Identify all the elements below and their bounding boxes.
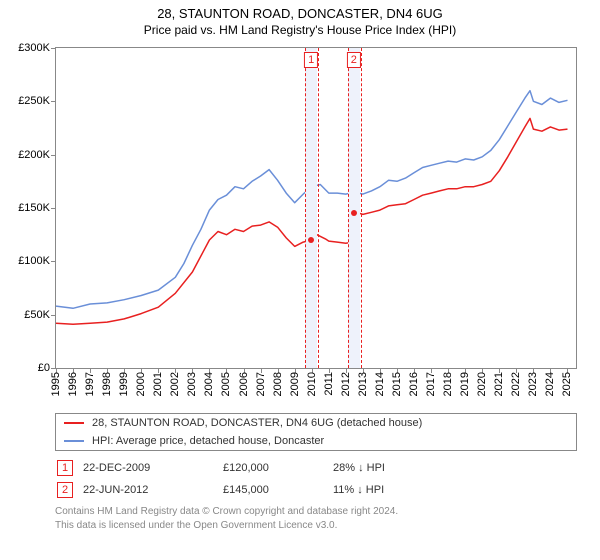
sale-price: £145,000 (223, 484, 333, 496)
sale-marker-dot (351, 210, 357, 216)
x-axis-label: 2023 (527, 372, 539, 396)
x-axis-label: 2017 (425, 372, 437, 396)
legend-label: HPI: Average price, detached house, Donc… (92, 435, 324, 447)
x-axis-label: 2001 (152, 372, 164, 396)
x-axis-label: 2000 (135, 372, 147, 396)
x-axis-label: 2007 (255, 372, 267, 396)
x-axis-label: 1997 (84, 372, 96, 396)
y-axis-label: £100K (18, 255, 50, 267)
sale-marker: 1 (57, 460, 73, 476)
x-axis-label: 1996 (67, 372, 79, 396)
x-axis-label: 2002 (169, 372, 181, 396)
y-axis-label: £250K (18, 95, 50, 107)
sales-table: 1 22-DEC-2009£120,00028% ↓ HPI 2 22-JUN-201… (55, 457, 575, 501)
x-axis-label: 2013 (357, 372, 369, 396)
x-axis-label: 2006 (238, 372, 250, 396)
footer-line-1: Contains HM Land Registry data © Crown c… (55, 505, 575, 519)
sale-band (348, 48, 360, 368)
x-axis-label: 1999 (118, 372, 130, 396)
x-axis-label: 2012 (340, 372, 352, 396)
y-axis-label: £300K (18, 42, 50, 54)
x-axis-label: 2025 (561, 372, 573, 396)
legend-item: HPI: Average price, detached house, Donc… (56, 432, 576, 450)
x-axis-label: 2004 (203, 372, 215, 396)
sale-date: 22-JUN-2012 (83, 484, 223, 496)
x-axis-label: 2019 (459, 372, 471, 396)
y-axis-label: £0 (38, 362, 50, 374)
x-axis-label: 2022 (510, 372, 522, 396)
sale-date: 22-DEC-2009 (83, 462, 223, 474)
plot-area: £0£50K£100K£150K£200K£250K£300K199519961… (55, 47, 577, 369)
chart-title: 28, STAUNTON ROAD, DONCASTER, DN4 6UG (0, 0, 600, 21)
sale-band-label: 1 (304, 52, 318, 68)
footer-note: Contains HM Land Registry data © Crown c… (55, 505, 575, 532)
legend: 28, STAUNTON ROAD, DONCASTER, DN4 6UG (d… (55, 413, 577, 451)
legend-swatch (64, 440, 84, 442)
x-axis-label: 2016 (408, 372, 420, 396)
x-axis-label: 1998 (101, 372, 113, 396)
x-axis-label: 2005 (220, 372, 232, 396)
legend-swatch (64, 422, 84, 424)
sale-band (305, 48, 317, 368)
sale-price: £120,000 (223, 462, 333, 474)
x-axis-label: 2014 (374, 372, 386, 396)
x-axis-label: 2003 (186, 372, 198, 396)
y-axis-label: £200K (18, 149, 50, 161)
x-axis-label: 2020 (476, 372, 488, 396)
sale-delta: 11% ↓ HPI (333, 484, 575, 496)
x-axis-label: 2010 (306, 372, 318, 396)
y-axis-label: £50K (24, 309, 50, 321)
legend-label: 28, STAUNTON ROAD, DONCASTER, DN4 6UG (d… (92, 417, 422, 429)
x-axis-label: 2018 (442, 372, 454, 396)
x-axis-label: 2021 (493, 372, 505, 396)
footer-line-2: This data is licensed under the Open Gov… (55, 519, 575, 533)
sale-row: 1 22-DEC-2009£120,00028% ↓ HPI (55, 457, 575, 479)
y-axis-label: £150K (18, 202, 50, 214)
x-axis-label: 2024 (544, 372, 556, 396)
sale-marker-dot (308, 237, 314, 243)
x-axis-label: 2009 (289, 372, 301, 396)
sale-marker: 2 (57, 482, 73, 498)
x-axis-label: 2011 (323, 372, 335, 396)
sale-band-label: 2 (347, 52, 361, 68)
legend-item: 28, STAUNTON ROAD, DONCASTER, DN4 6UG (d… (56, 414, 576, 432)
x-axis-label: 2008 (272, 372, 284, 396)
chart-subtitle: Price paid vs. HM Land Registry's House … (0, 21, 600, 37)
sale-delta: 28% ↓ HPI (333, 462, 575, 474)
x-axis-label: 1995 (50, 372, 62, 396)
x-axis-label: 2015 (391, 372, 403, 396)
sale-row: 2 22-JUN-2012£145,00011% ↓ HPI (55, 479, 575, 501)
